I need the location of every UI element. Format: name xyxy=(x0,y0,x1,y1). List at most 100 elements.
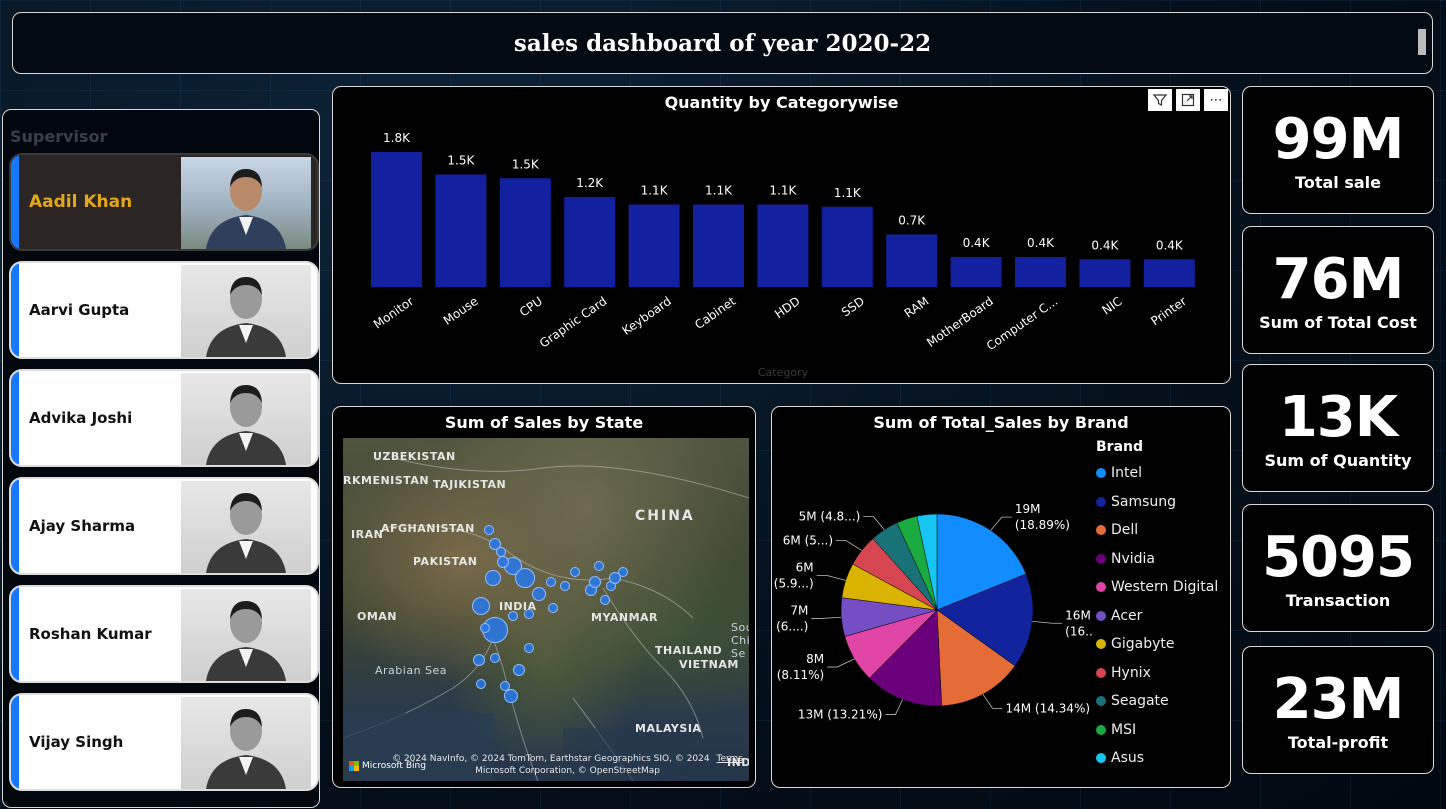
bar-keyboard[interactable] xyxy=(628,204,680,288)
state-sales-bubble[interactable] xyxy=(600,595,610,605)
legend-label: Samsung xyxy=(1111,493,1177,510)
map-label-malaysia: MALAYSIA xyxy=(635,722,702,735)
state-sales-bubble[interactable] xyxy=(618,567,628,577)
page-title: sales dashboard of year 2020-22 xyxy=(513,29,932,57)
state-sales-bubble[interactable] xyxy=(589,576,601,588)
bar-graphic-card[interactable] xyxy=(564,197,616,287)
supervisor-card[interactable]: Advika Joshi xyxy=(9,369,319,467)
focus-mode-icon[interactable] xyxy=(1176,89,1200,111)
state-sales-bubble[interactable] xyxy=(594,561,604,571)
state-sales-bubble[interactable] xyxy=(490,653,500,663)
legend-item[interactable]: Samsung xyxy=(1096,488,1218,517)
legend-item[interactable]: Acer xyxy=(1096,602,1218,631)
pie-slice-intel[interactable] xyxy=(936,513,1027,611)
bar-hdd[interactable] xyxy=(757,204,809,288)
map-copyright-line1: © 2024 NavInfo, © 2024 TomTom, Earthstar… xyxy=(392,754,710,764)
supervisor-card[interactable]: Vijay Singh xyxy=(9,693,319,791)
selection-bar xyxy=(11,263,19,357)
state-sales-bubble[interactable] xyxy=(504,689,518,703)
pie-slice-dell[interactable] xyxy=(936,609,1016,707)
map-label-indonesia: INDO xyxy=(727,756,749,769)
person-avatar-icon xyxy=(206,709,286,789)
bar-nic[interactable] xyxy=(1079,259,1131,287)
x-tick-label: SSD xyxy=(839,294,867,320)
pie-leader-line xyxy=(816,574,846,581)
x-tick-label: Keyboard xyxy=(620,294,674,338)
supervisor-card[interactable]: Aarvi Gupta xyxy=(9,261,319,359)
map-label-turkmenistan: RKMENISTAN xyxy=(343,474,430,487)
state-sales-bubble[interactable] xyxy=(515,568,535,588)
kpi-value: 5095 xyxy=(1262,524,1415,590)
legend-dot-icon xyxy=(1096,753,1106,764)
person-avatar-icon xyxy=(206,601,286,681)
legend-item[interactable]: MSI xyxy=(1096,716,1218,745)
supervisor-card[interactable]: Roshan Kumar xyxy=(9,585,319,683)
state-sales-bubble[interactable] xyxy=(497,556,509,568)
selection-bar xyxy=(11,371,19,465)
state-sales-bubble[interactable] xyxy=(484,525,494,535)
state-sales-bubble[interactable] xyxy=(476,679,486,689)
legend-item[interactable]: Hynix xyxy=(1096,659,1218,688)
header-scrollbar[interactable] xyxy=(1418,29,1426,55)
person-avatar-icon xyxy=(206,493,286,573)
supervisor-photo xyxy=(181,697,311,789)
bar-printer[interactable] xyxy=(1143,259,1195,287)
state-sales-bubble[interactable] xyxy=(524,643,534,653)
state-sales-bubble[interactable] xyxy=(560,581,570,591)
supervisor-name-vijay-singh: Vijay Singh xyxy=(29,733,124,751)
bing-attribution: Microsoft Bing xyxy=(349,761,426,771)
sales-by-state-map[interactable]: Sum of Sales by State UZBEKISTAN RKMENIS… xyxy=(332,406,756,788)
state-sales-bubble[interactable] xyxy=(480,623,490,633)
state-sales-bubble[interactable] xyxy=(532,587,546,601)
supervisor-card[interactable]: Ajay Sharma xyxy=(9,477,319,575)
bar-ssd[interactable] xyxy=(821,206,873,287)
x-tick-label: Printer xyxy=(1148,294,1189,328)
bar-ram[interactable] xyxy=(886,234,938,288)
state-sales-bubble[interactable] xyxy=(546,577,556,587)
bar-motherboard[interactable] xyxy=(950,257,1002,287)
bar-cabinet[interactable] xyxy=(693,204,744,288)
filter-icon[interactable] xyxy=(1148,89,1172,111)
pie-data-label: 13M (13.21%) xyxy=(798,708,883,722)
bar-data-label: 1.1K xyxy=(641,184,669,198)
legend-item[interactable]: Intel xyxy=(1096,459,1218,488)
x-tick-label: Mouse xyxy=(441,294,481,328)
pie-slice-asus[interactable] xyxy=(916,513,938,611)
bar-cpu[interactable] xyxy=(499,178,551,287)
map-copyright-line2[interactable]: Microsoft Corporation, © OpenStreetMap xyxy=(475,766,661,776)
pie-slice-samsung[interactable] xyxy=(936,573,1034,667)
state-sales-bubble[interactable] xyxy=(472,597,490,615)
state-sales-bubble[interactable] xyxy=(570,567,580,577)
legend-item[interactable]: Gigabyte xyxy=(1096,630,1218,659)
map-terms-link[interactable]: Terms xyxy=(716,754,743,764)
legend-item[interactable]: Seagate xyxy=(1096,687,1218,716)
bar-mouse[interactable] xyxy=(435,174,487,288)
state-sales-bubble[interactable] xyxy=(524,609,534,619)
state-sales-bubble[interactable] xyxy=(548,603,558,613)
quantity-by-category-chart[interactable]: 1.8K Monitor 1.5K Mouse 1.5K CPU 1.2K Graphic C… xyxy=(332,86,1231,384)
state-sales-bubble[interactable] xyxy=(485,570,501,586)
legend-item[interactable]: Western Digital xyxy=(1096,573,1218,602)
supervisor-photo xyxy=(181,265,311,357)
bar-data-label: 1.5K xyxy=(447,154,475,168)
map-label-vietnam: VIETNAM xyxy=(679,658,739,671)
header-banner: sales dashboard of year 2020-22 xyxy=(12,12,1433,74)
kpi-card: 13K Sum of Quantity xyxy=(1242,364,1434,492)
supervisor-name-aarvi-gupta: Aarvi Gupta xyxy=(29,301,130,319)
supervisor-photo xyxy=(181,373,311,465)
state-sales-bubble[interactable] xyxy=(513,664,525,676)
state-sales-bubble[interactable] xyxy=(508,611,518,621)
map-label-myanmar: MYANMAR xyxy=(591,611,659,624)
kpi-card: 23M Total-profit xyxy=(1242,646,1434,774)
bar-computer-c-[interactable] xyxy=(1015,257,1066,287)
state-sales-bubble[interactable] xyxy=(473,654,485,666)
bar-data-label: 1.8K xyxy=(383,131,411,145)
supervisor-card[interactable]: Aadil Khan xyxy=(9,153,319,251)
legend-item[interactable]: Dell xyxy=(1096,516,1218,545)
map-canvas[interactable]: UZBEKISTAN RKMENISTAN TAJIKISTAN AFGHANI… xyxy=(343,438,749,781)
more-options-icon[interactable]: ⋯ xyxy=(1204,89,1228,111)
legend-item[interactable]: Asus xyxy=(1096,744,1218,773)
bar-monitor[interactable] xyxy=(371,152,422,287)
legend-item[interactable]: Nvidia xyxy=(1096,545,1218,574)
sales-by-brand-pie[interactable]: Sum of Total_Sales by Brand 19M (18.89%) 1… xyxy=(771,406,1231,788)
